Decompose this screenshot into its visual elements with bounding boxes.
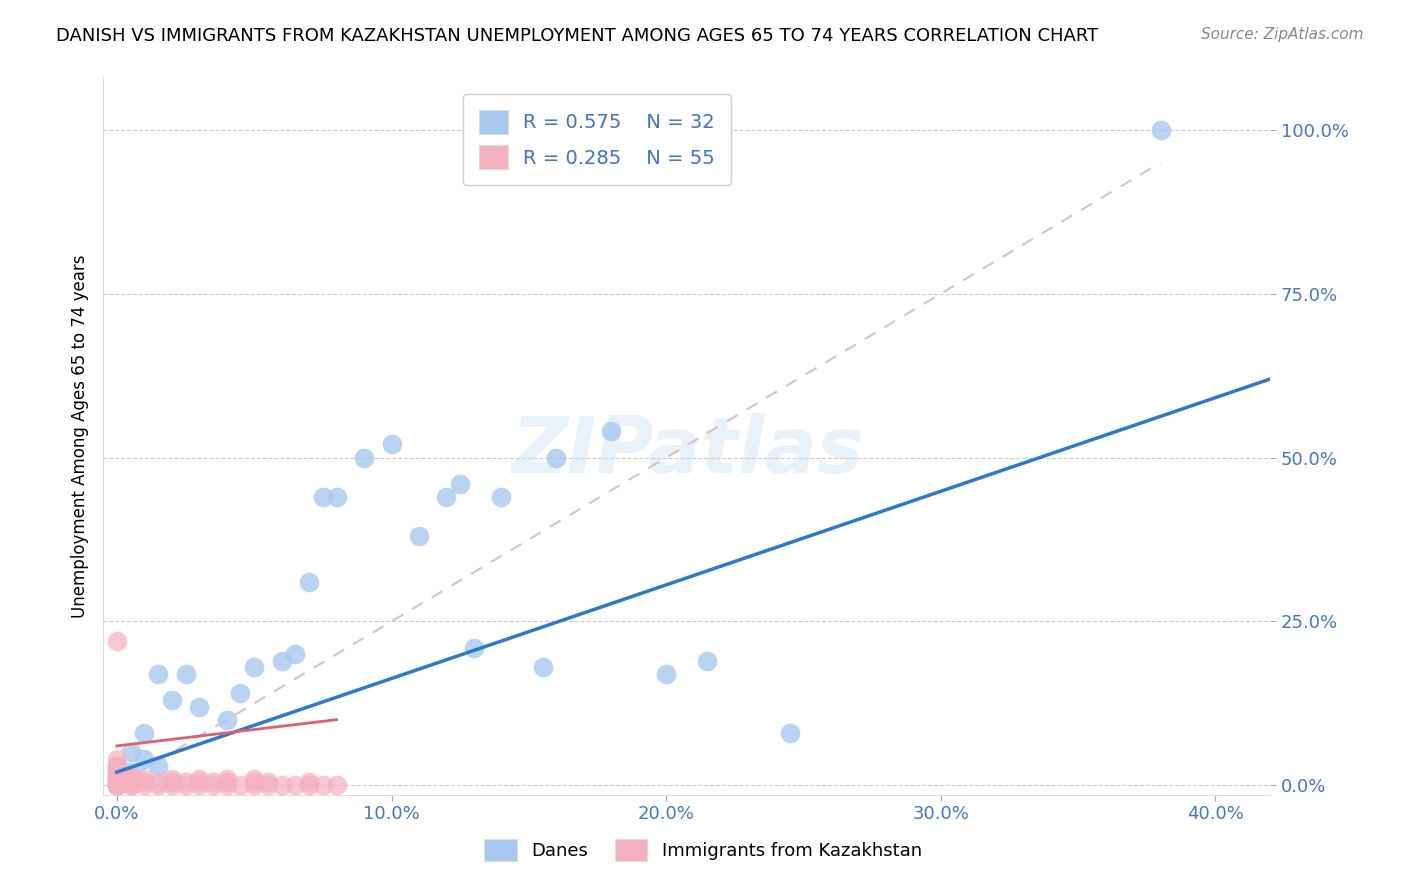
Point <box>160 693 183 707</box>
Point <box>270 654 292 668</box>
Point <box>120 778 142 792</box>
Point <box>105 758 128 772</box>
Point <box>243 660 266 674</box>
Point <box>146 775 169 789</box>
Point <box>298 575 321 590</box>
Point <box>120 746 142 760</box>
Point <box>105 775 128 789</box>
Point <box>380 437 402 451</box>
Point <box>215 775 238 789</box>
Point <box>655 666 678 681</box>
Point <box>174 775 197 789</box>
Point <box>229 778 252 792</box>
Point <box>120 768 142 782</box>
Point <box>120 765 142 780</box>
Point <box>325 490 347 504</box>
Point <box>105 762 128 776</box>
Point <box>134 772 156 786</box>
Point <box>284 778 307 792</box>
Point <box>105 768 128 782</box>
Point <box>270 778 292 792</box>
Point <box>105 775 128 789</box>
Text: DANISH VS IMMIGRANTS FROM KAZAKHSTAN UNEMPLOYMENT AMONG AGES 65 TO 74 YEARS CORR: DANISH VS IMMIGRANTS FROM KAZAKHSTAN UNE… <box>56 27 1098 45</box>
Point <box>312 490 335 504</box>
Point <box>449 476 471 491</box>
Point <box>201 778 224 792</box>
Point <box>160 775 183 789</box>
Point <box>105 778 128 792</box>
Point <box>105 758 128 772</box>
Point <box>696 654 718 668</box>
Point <box>463 640 485 655</box>
Point <box>105 772 128 786</box>
Point <box>243 772 266 786</box>
Point <box>105 634 128 648</box>
Point <box>146 778 169 792</box>
Point <box>174 666 197 681</box>
Point <box>436 490 458 504</box>
Point <box>188 778 211 792</box>
Point <box>146 666 169 681</box>
Point <box>298 778 321 792</box>
Point <box>160 772 183 786</box>
Point <box>105 758 128 772</box>
Point <box>105 778 128 792</box>
Point <box>188 772 211 786</box>
Point <box>105 772 128 786</box>
Point <box>257 778 280 792</box>
Point <box>491 490 513 504</box>
Y-axis label: Unemployment Among Ages 65 to 74 years: Unemployment Among Ages 65 to 74 years <box>72 254 89 618</box>
Text: Source: ZipAtlas.com: Source: ZipAtlas.com <box>1201 27 1364 42</box>
Point <box>243 775 266 789</box>
Point <box>243 778 266 792</box>
Point <box>160 778 183 792</box>
Point <box>257 775 280 789</box>
Point <box>105 752 128 766</box>
Point <box>105 775 128 789</box>
Point <box>546 450 568 465</box>
Point <box>215 778 238 792</box>
Point <box>188 699 211 714</box>
Point <box>188 775 211 789</box>
Point <box>105 772 128 786</box>
Point <box>120 778 142 792</box>
Point <box>531 660 554 674</box>
Point <box>174 778 197 792</box>
Point <box>229 686 252 700</box>
Legend: R = 0.575    N = 32, R = 0.285    N = 55: R = 0.575 N = 32, R = 0.285 N = 55 <box>463 95 731 185</box>
Point <box>215 772 238 786</box>
Point <box>325 778 347 792</box>
Point <box>134 775 156 789</box>
Point <box>134 726 156 740</box>
Point <box>105 768 128 782</box>
Point <box>120 772 142 786</box>
Point <box>146 758 169 772</box>
Point <box>105 765 128 780</box>
Point <box>105 778 128 792</box>
Point <box>105 765 128 780</box>
Legend: Danes, Immigrants from Kazakhstan: Danes, Immigrants from Kazakhstan <box>471 827 935 874</box>
Point <box>600 425 623 439</box>
Point <box>215 713 238 727</box>
Text: ZIPatlas: ZIPatlas <box>510 413 863 489</box>
Point <box>312 778 335 792</box>
Point <box>201 775 224 789</box>
Point <box>134 752 156 766</box>
Point <box>298 775 321 789</box>
Point <box>284 647 307 661</box>
Point <box>120 775 142 789</box>
Point <box>134 778 156 792</box>
Point <box>105 778 128 792</box>
Point <box>408 529 430 543</box>
Point <box>1149 123 1171 137</box>
Point <box>353 450 375 465</box>
Point <box>105 778 128 792</box>
Point <box>779 726 801 740</box>
